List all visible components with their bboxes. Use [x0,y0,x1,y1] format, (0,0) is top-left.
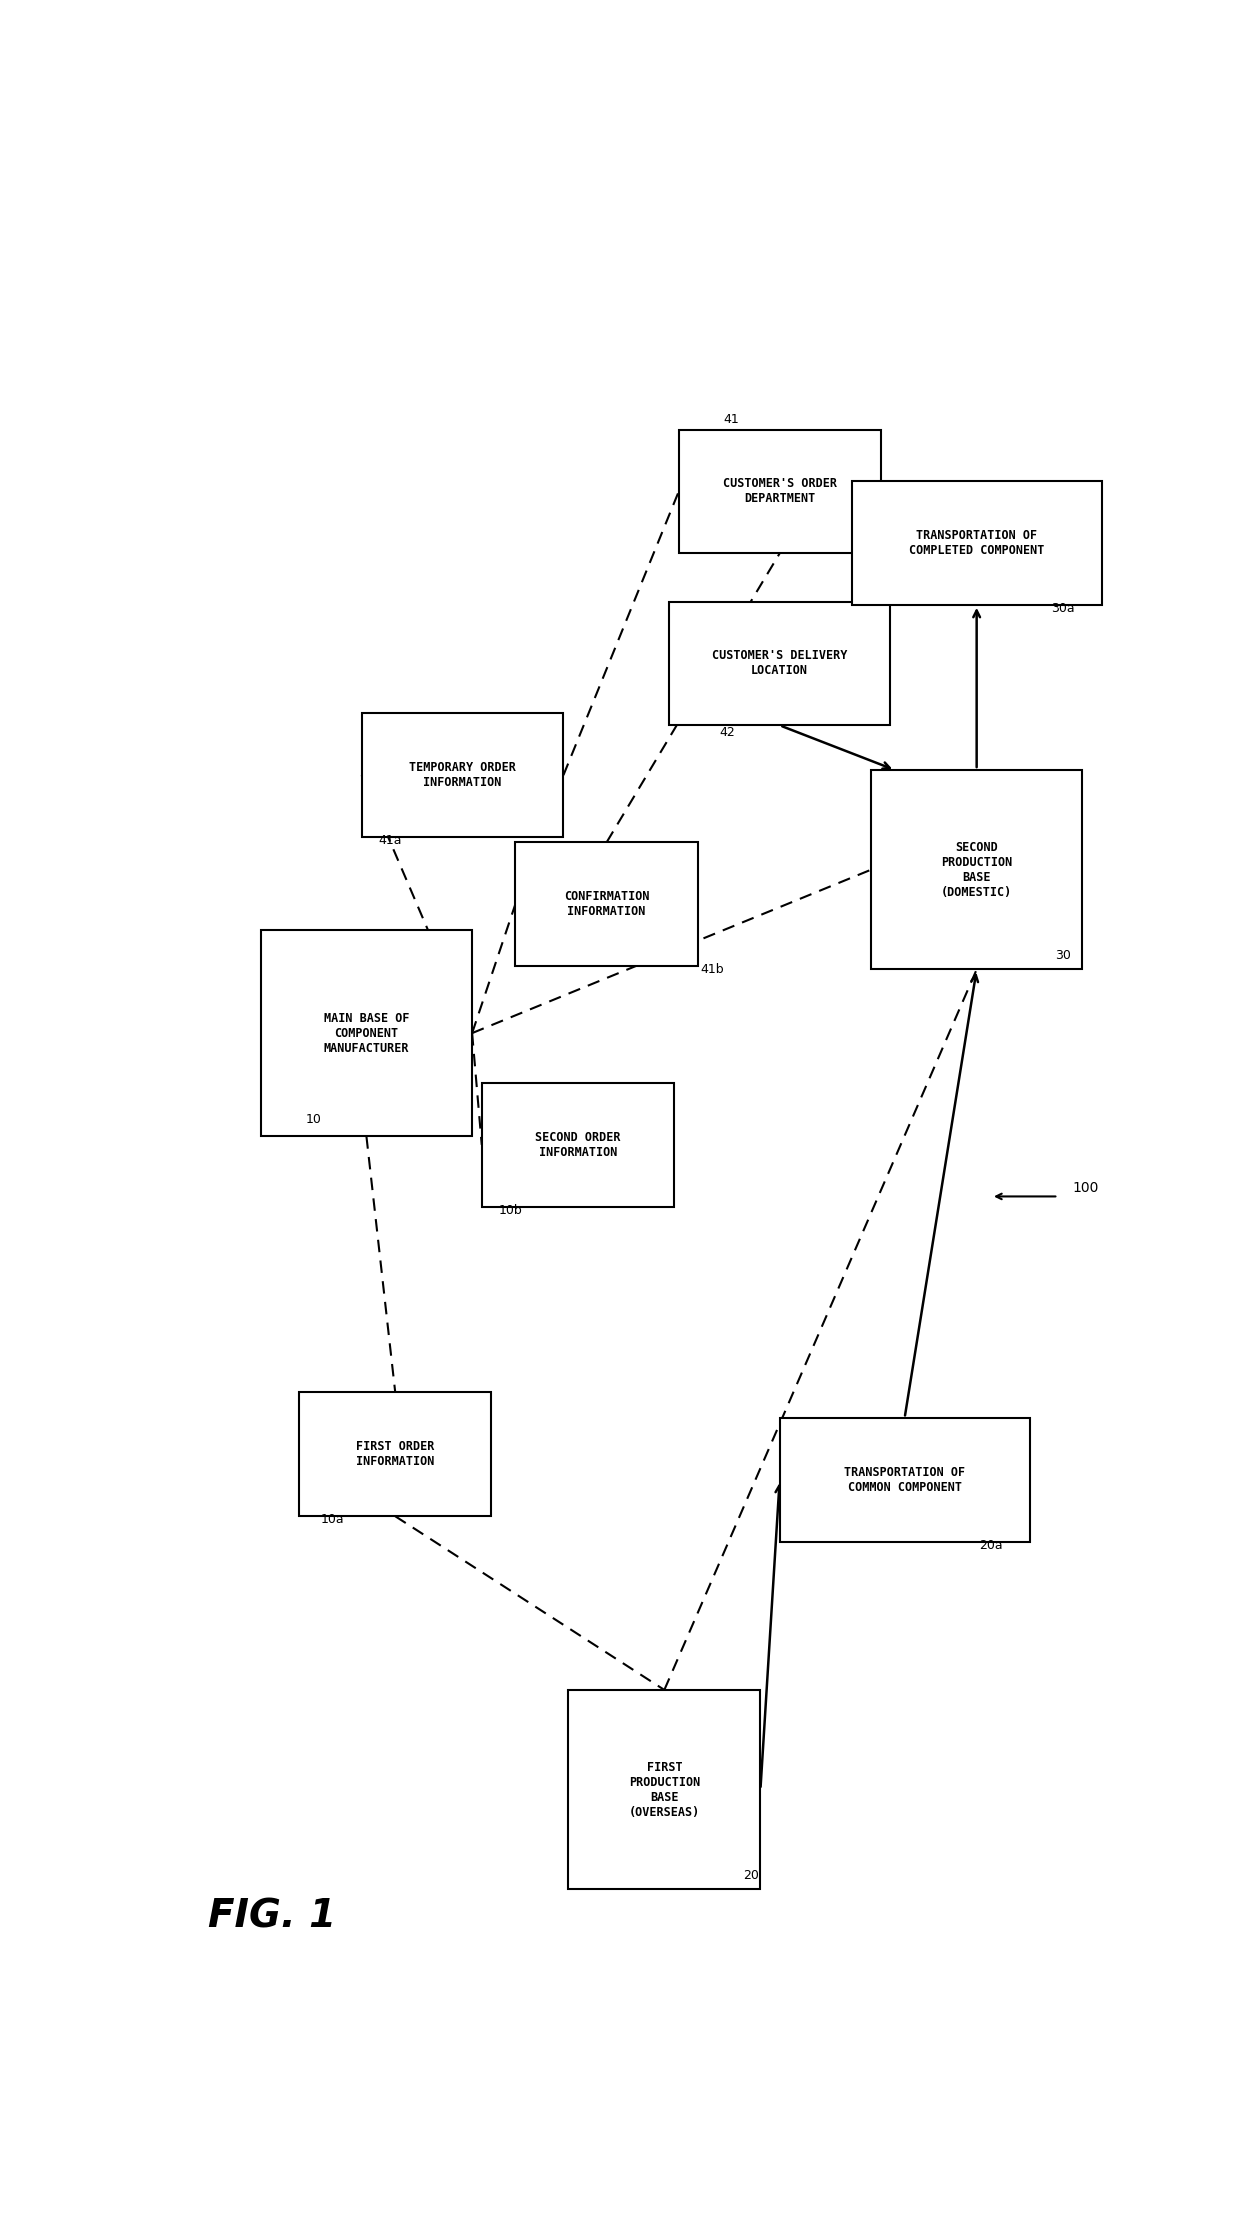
Text: MAIN BASE OF
COMPONENT
MANUFACTURER: MAIN BASE OF COMPONENT MANUFACTURER [324,1012,409,1054]
Text: SECOND ORDER
INFORMATION: SECOND ORDER INFORMATION [536,1130,620,1159]
FancyBboxPatch shape [870,770,1083,969]
Text: TEMPORARY ORDER
INFORMATION: TEMPORARY ORDER INFORMATION [409,761,516,788]
Text: CUSTOMER'S ORDER
DEPARTMENT: CUSTOMER'S ORDER DEPARTMENT [723,478,837,505]
FancyBboxPatch shape [852,480,1101,605]
Text: 100: 100 [1073,1181,1099,1195]
Text: TRANSPORTATION OF
COMPLETED COMPONENT: TRANSPORTATION OF COMPLETED COMPONENT [909,529,1044,556]
FancyBboxPatch shape [780,1418,1029,1543]
FancyBboxPatch shape [516,842,698,967]
Text: FIRST ORDER
INFORMATION: FIRST ORDER INFORMATION [356,1440,434,1469]
Text: 10: 10 [305,1112,321,1125]
Text: FIRST
PRODUCTION
BASE
(OVERSEAS): FIRST PRODUCTION BASE (OVERSEAS) [629,1760,699,1818]
Text: CONFIRMATION
INFORMATION: CONFIRMATION INFORMATION [564,891,650,918]
FancyBboxPatch shape [670,601,890,726]
Text: 20: 20 [743,1869,759,1882]
Text: 20a: 20a [980,1539,1003,1552]
Text: 41b: 41b [701,962,724,976]
Text: 41: 41 [724,413,739,427]
FancyBboxPatch shape [299,1393,491,1516]
Text: SECOND
PRODUCTION
BASE
(DOMESTIC): SECOND PRODUCTION BASE (DOMESTIC) [941,842,1012,898]
Text: 10b: 10b [498,1204,522,1217]
Text: CUSTOMER'S DELIVERY
LOCATION: CUSTOMER'S DELIVERY LOCATION [712,650,847,677]
Text: 30a: 30a [1052,603,1075,614]
FancyBboxPatch shape [260,929,472,1137]
Text: 10a: 10a [321,1514,345,1525]
FancyBboxPatch shape [678,429,880,554]
FancyBboxPatch shape [481,1083,675,1206]
FancyBboxPatch shape [362,712,563,837]
Text: FIG. 1: FIG. 1 [208,1898,336,1936]
FancyBboxPatch shape [568,1690,760,1889]
Text: TRANSPORTATION OF
COMMON COMPONENT: TRANSPORTATION OF COMMON COMPONENT [844,1467,965,1494]
Text: 30: 30 [1055,949,1071,962]
Text: 41a: 41a [378,833,402,846]
Text: 42: 42 [719,726,734,739]
